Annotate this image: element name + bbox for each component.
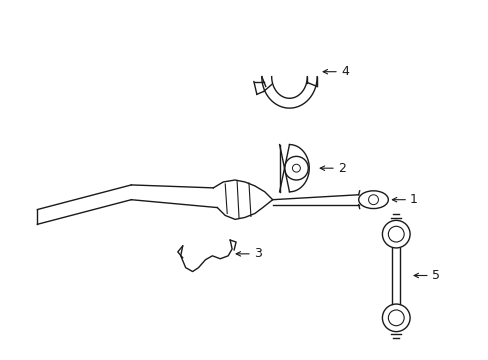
Text: 3: 3: [253, 247, 261, 260]
Text: 2: 2: [337, 162, 345, 175]
Text: 5: 5: [431, 269, 439, 282]
Text: 4: 4: [340, 65, 348, 78]
Text: 1: 1: [409, 193, 417, 206]
